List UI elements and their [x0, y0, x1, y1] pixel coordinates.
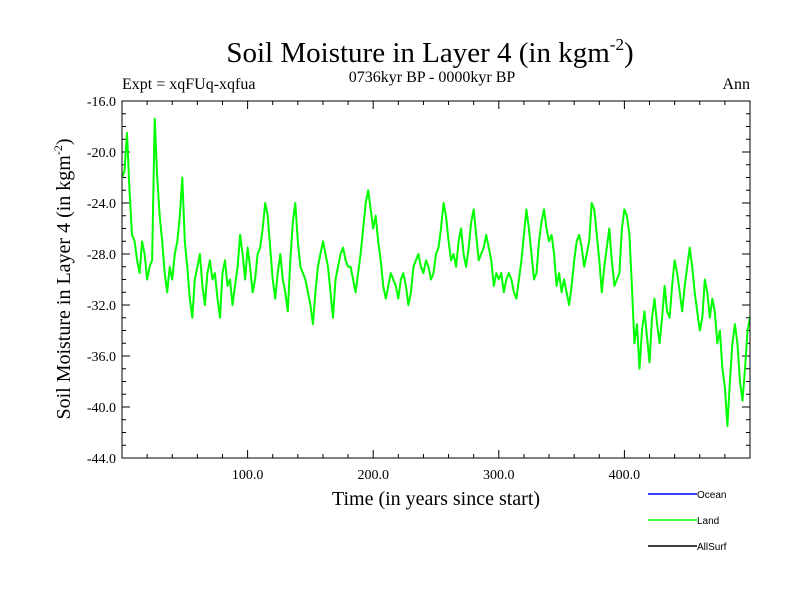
y-tick-label: -32.0: [87, 299, 116, 314]
x-tick-label: 100.0: [232, 468, 264, 483]
y-tick-label: -44.0: [87, 452, 116, 467]
y-tick-label: -24.0: [87, 197, 116, 212]
y-tick-label: -16.0: [87, 95, 116, 110]
y-tick-label: -28.0: [87, 248, 116, 263]
chart-title-main: Soil Moisture in Layer 4 (in kgm: [226, 37, 610, 69]
y-axis-ticks: -16.0 -20.0 -24.0 -28.0 -32.0 -36.0 -40.0 -44.0: [87, 95, 750, 467]
legend-label-ocean: Ocean: [697, 490, 726, 501]
y-axis-label-close: ): [53, 138, 75, 145]
chart-title-close: ): [624, 37, 634, 69]
legend: Ocean Land AllSurf: [648, 490, 727, 553]
subtitle-left: Expt = xqFUq-xqfua: [122, 76, 255, 93]
x-tick-label: 300.0: [483, 468, 515, 483]
y-tick-label: -40.0: [87, 401, 116, 416]
chart-title: Soil Moisture in Layer 4 (in kgm-2): [226, 35, 633, 69]
chart-title-superscript: -2: [610, 35, 624, 54]
legend-label-allsurf: AllSurf: [697, 542, 727, 553]
subtitle-center: 0736kyr BP - 0000kyr BP: [349, 69, 516, 86]
y-tick-label: -36.0: [87, 350, 116, 365]
series-layer: [122, 117, 750, 428]
y-axis-label-superscript: -2: [51, 145, 65, 155]
y-axis-label: Soil Moisture in Layer 4 (in kgm-2): [51, 138, 75, 419]
plot-frame: [121, 100, 751, 459]
y-axis-label-main: Soil Moisture in Layer 4 (in kgm: [53, 155, 75, 420]
x-axis-ticks: 100.0 200.0 300.0 400.0: [146, 101, 726, 483]
y-tick-label: -20.0: [87, 146, 116, 161]
x-tick-label: 400.0: [609, 468, 641, 483]
series-line-land: [122, 117, 750, 428]
x-axis-label: Time (in years since start): [332, 488, 540, 510]
x-tick-label: 200.0: [357, 468, 389, 483]
subtitle-right: Ann: [722, 76, 750, 93]
legend-label-land: Land: [697, 516, 719, 527]
